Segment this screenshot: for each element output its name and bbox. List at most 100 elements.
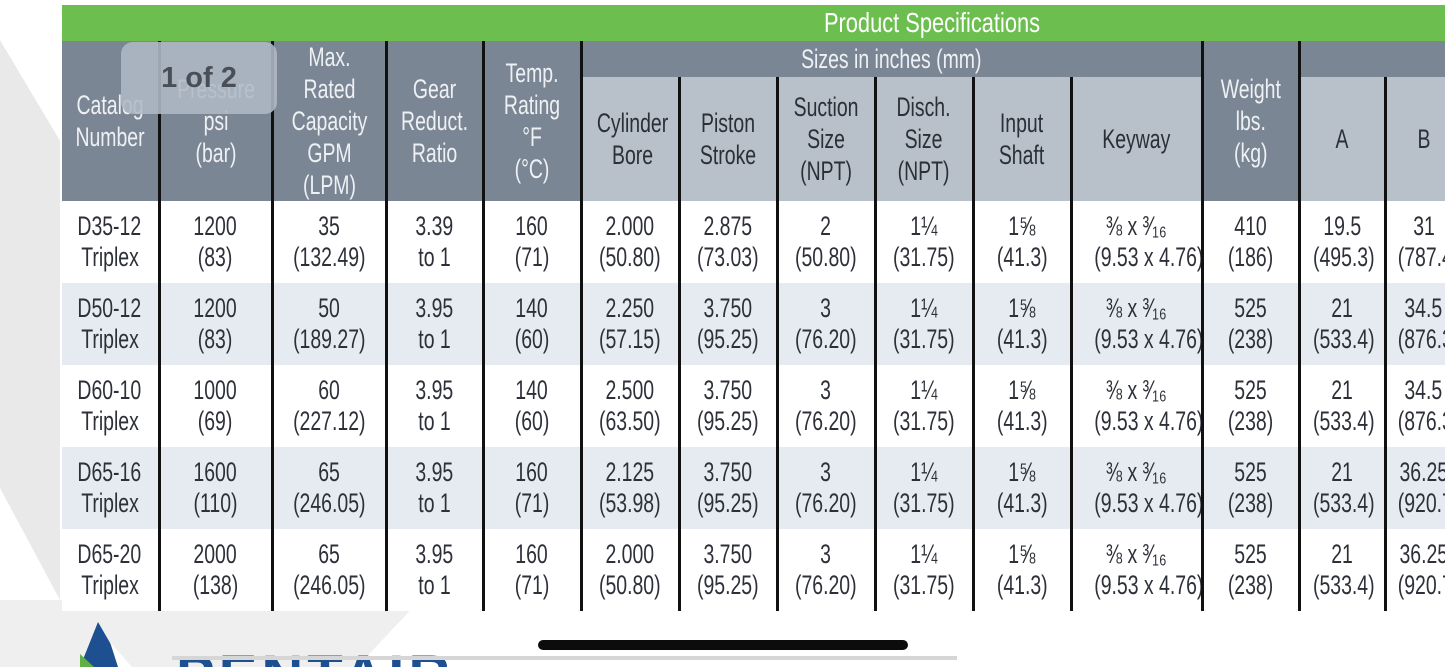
cell-pressure: 2000 (138) [159, 529, 274, 611]
cell-a: 21 (533.4) [1299, 283, 1387, 365]
cell-suction-line: (76.20) [795, 570, 857, 600]
cell-pressure-line: 1200 [193, 211, 238, 241]
cell-keyway-line: (9.53 x 4.76) [1093, 406, 1203, 436]
cell-catalog-line: D50-12 [77, 293, 142, 323]
cell-disch: 1¼ (31.75) [875, 447, 975, 529]
cell-catalog: D35-12 Triplex [62, 201, 161, 283]
cell-stroke: 3.750 (95.25) [679, 447, 779, 529]
cell-gear-line: to 1 [418, 406, 451, 436]
horizontal-scrollbar-thumb[interactable] [538, 640, 908, 650]
cell-disch-line: 1¼ [910, 293, 938, 323]
cell-stroke-line: 3.750 [703, 457, 753, 487]
cell-a: 21 (533.4) [1299, 529, 1387, 611]
cell-weight-line: 525 [1234, 539, 1267, 569]
cell-shaft: 1⅝ (41.3) [973, 283, 1073, 365]
cell-disch-line: (31.75) [893, 488, 955, 518]
cell-a-line: (533.4) [1312, 570, 1375, 600]
cell-suction-line: (76.20) [795, 406, 857, 436]
cell-disch-line: 1¼ [910, 539, 938, 569]
cell-a-line: 21 [1331, 457, 1353, 487]
cell-pressure: 1600 (110) [159, 447, 274, 529]
header-cylinder-bore: Cylinder Bore [581, 77, 681, 201]
cell-a-line: (533.4) [1312, 488, 1375, 518]
cell-shaft-line: 1⅝ [1008, 375, 1036, 405]
table-row: D65-20 Triplex 2000 (138) 65 (246.05) 3.95 to 1… [62, 529, 1445, 611]
cell-shaft-line: (41.3) [996, 570, 1048, 600]
cell-pressure-line: (69) [198, 406, 233, 436]
background-shape [0, 600, 420, 667]
banner-title: Product Specifications [823, 7, 1041, 38]
cell-stroke-line: (95.25) [697, 488, 759, 518]
cell-temp-line: 140 [515, 293, 549, 323]
cell-bore-line: (57.15) [599, 324, 661, 354]
header-sizes-group: Sizes in inches (mm) [581, 41, 1204, 78]
cell-catalog: D65-20 Triplex [62, 529, 161, 611]
cell-capacity: 35 (132.49) [272, 201, 388, 283]
banner: Product Specifications [62, 5, 1445, 41]
cell-a-line: 21 [1331, 375, 1353, 405]
cell-shaft: 1⅝ (41.3) [973, 447, 1073, 529]
cell-bore-line: 2.500 [605, 375, 655, 405]
cell-b-line: (920.7 [1397, 570, 1445, 600]
cell-b-line: 31 [1412, 211, 1435, 241]
cell-pressure: 1000 (69) [159, 365, 274, 447]
cell-catalog-line: D65-16 [77, 457, 142, 487]
header-discharge-size: Disch. Size (NPT) [875, 77, 975, 201]
cell-keyway: ⅜ x ³⁄₁₆ (9.53 x 4.76) [1071, 529, 1204, 611]
cell-stroke-line: 2.875 [703, 211, 753, 241]
cell-shaft-line: (41.3) [996, 488, 1048, 518]
cell-capacity-line: (246.05) [292, 488, 366, 518]
cell-weight-line: 410 [1234, 211, 1267, 241]
background-shape [0, 40, 60, 600]
cell-suction: 2 (50.80) [777, 201, 877, 283]
cell-stroke-line: 3.750 [703, 539, 753, 569]
cell-b-line: (876.3 [1397, 406, 1445, 436]
cell-suction-line: 3 [820, 375, 832, 405]
cell-keyway: ⅜ x ³⁄₁₆ (9.53 x 4.76) [1071, 283, 1204, 365]
cell-catalog-line: D35-12 [77, 211, 142, 241]
cell-shaft-line: (41.3) [996, 242, 1048, 272]
cell-capacity: 65 (246.05) [272, 529, 388, 611]
cell-bore: 2.250 (57.15) [581, 283, 681, 365]
cell-disch: 1¼ (31.75) [875, 365, 975, 447]
cell-a-line: 21 [1331, 293, 1353, 323]
cell-weight: 525 (238) [1202, 283, 1301, 365]
cell-b: 36.25(920.7 [1385, 529, 1445, 611]
header-dim-a: A [1299, 77, 1387, 201]
cell-suction: 3 (76.20) [777, 529, 877, 611]
header-dimensions-group [1299, 41, 1445, 78]
cell-gear: 3.95 to 1 [386, 447, 485, 529]
cell-keyway-line: ⅜ x ³⁄₁₆ [1106, 375, 1167, 405]
cell-disch-line: (31.75) [893, 242, 955, 272]
cell-a-line: (533.4) [1312, 324, 1375, 354]
cell-pressure-line: (110) [193, 488, 238, 518]
cell-catalog: D50-12 Triplex [62, 283, 161, 365]
cell-disch-line: (31.75) [893, 324, 955, 354]
cell-weight: 525 (238) [1202, 529, 1301, 611]
cell-a: 19.5 (495.3) [1299, 201, 1387, 283]
cell-shaft-line: 1⅝ [1008, 211, 1036, 241]
cell-shaft-line: 1⅝ [1008, 293, 1036, 323]
cell-capacity-line: (189.27) [292, 324, 366, 354]
cell-weight: 525 (238) [1202, 447, 1301, 529]
cell-weight: 410 (186) [1202, 201, 1301, 283]
header-capacity: Max. Rated Capacity GPM (LPM) [272, 41, 388, 201]
cell-temp-line: (60) [514, 324, 550, 354]
cell-keyway-line: ⅜ x ³⁄₁₆ [1106, 211, 1167, 241]
cell-weight-line: 525 [1234, 457, 1267, 487]
cell-keyway-line: (9.53 x 4.76) [1093, 324, 1203, 354]
cell-weight-line: 525 [1234, 375, 1267, 405]
cell-keyway: ⅜ x ³⁄₁₆ (9.53 x 4.76) [1071, 447, 1204, 529]
cell-capacity: 50 (189.27) [272, 283, 388, 365]
cell-temp-line: 160 [515, 211, 549, 241]
cell-pressure: 1200 (83) [159, 201, 274, 283]
cell-gear-line: 3.95 [415, 375, 454, 405]
cell-stroke: 3.750 (95.25) [679, 529, 779, 611]
cell-b-line: 34.5 [1404, 375, 1443, 405]
header-weight: Weight lbs. (kg) [1202, 41, 1301, 201]
header-suction-size: Suction Size (NPT) [777, 77, 877, 201]
cell-bore-line: 2.000 [605, 539, 655, 569]
cell-catalog-line: D65-20 [77, 539, 142, 569]
cell-suction: 3 (76.20) [777, 447, 877, 529]
